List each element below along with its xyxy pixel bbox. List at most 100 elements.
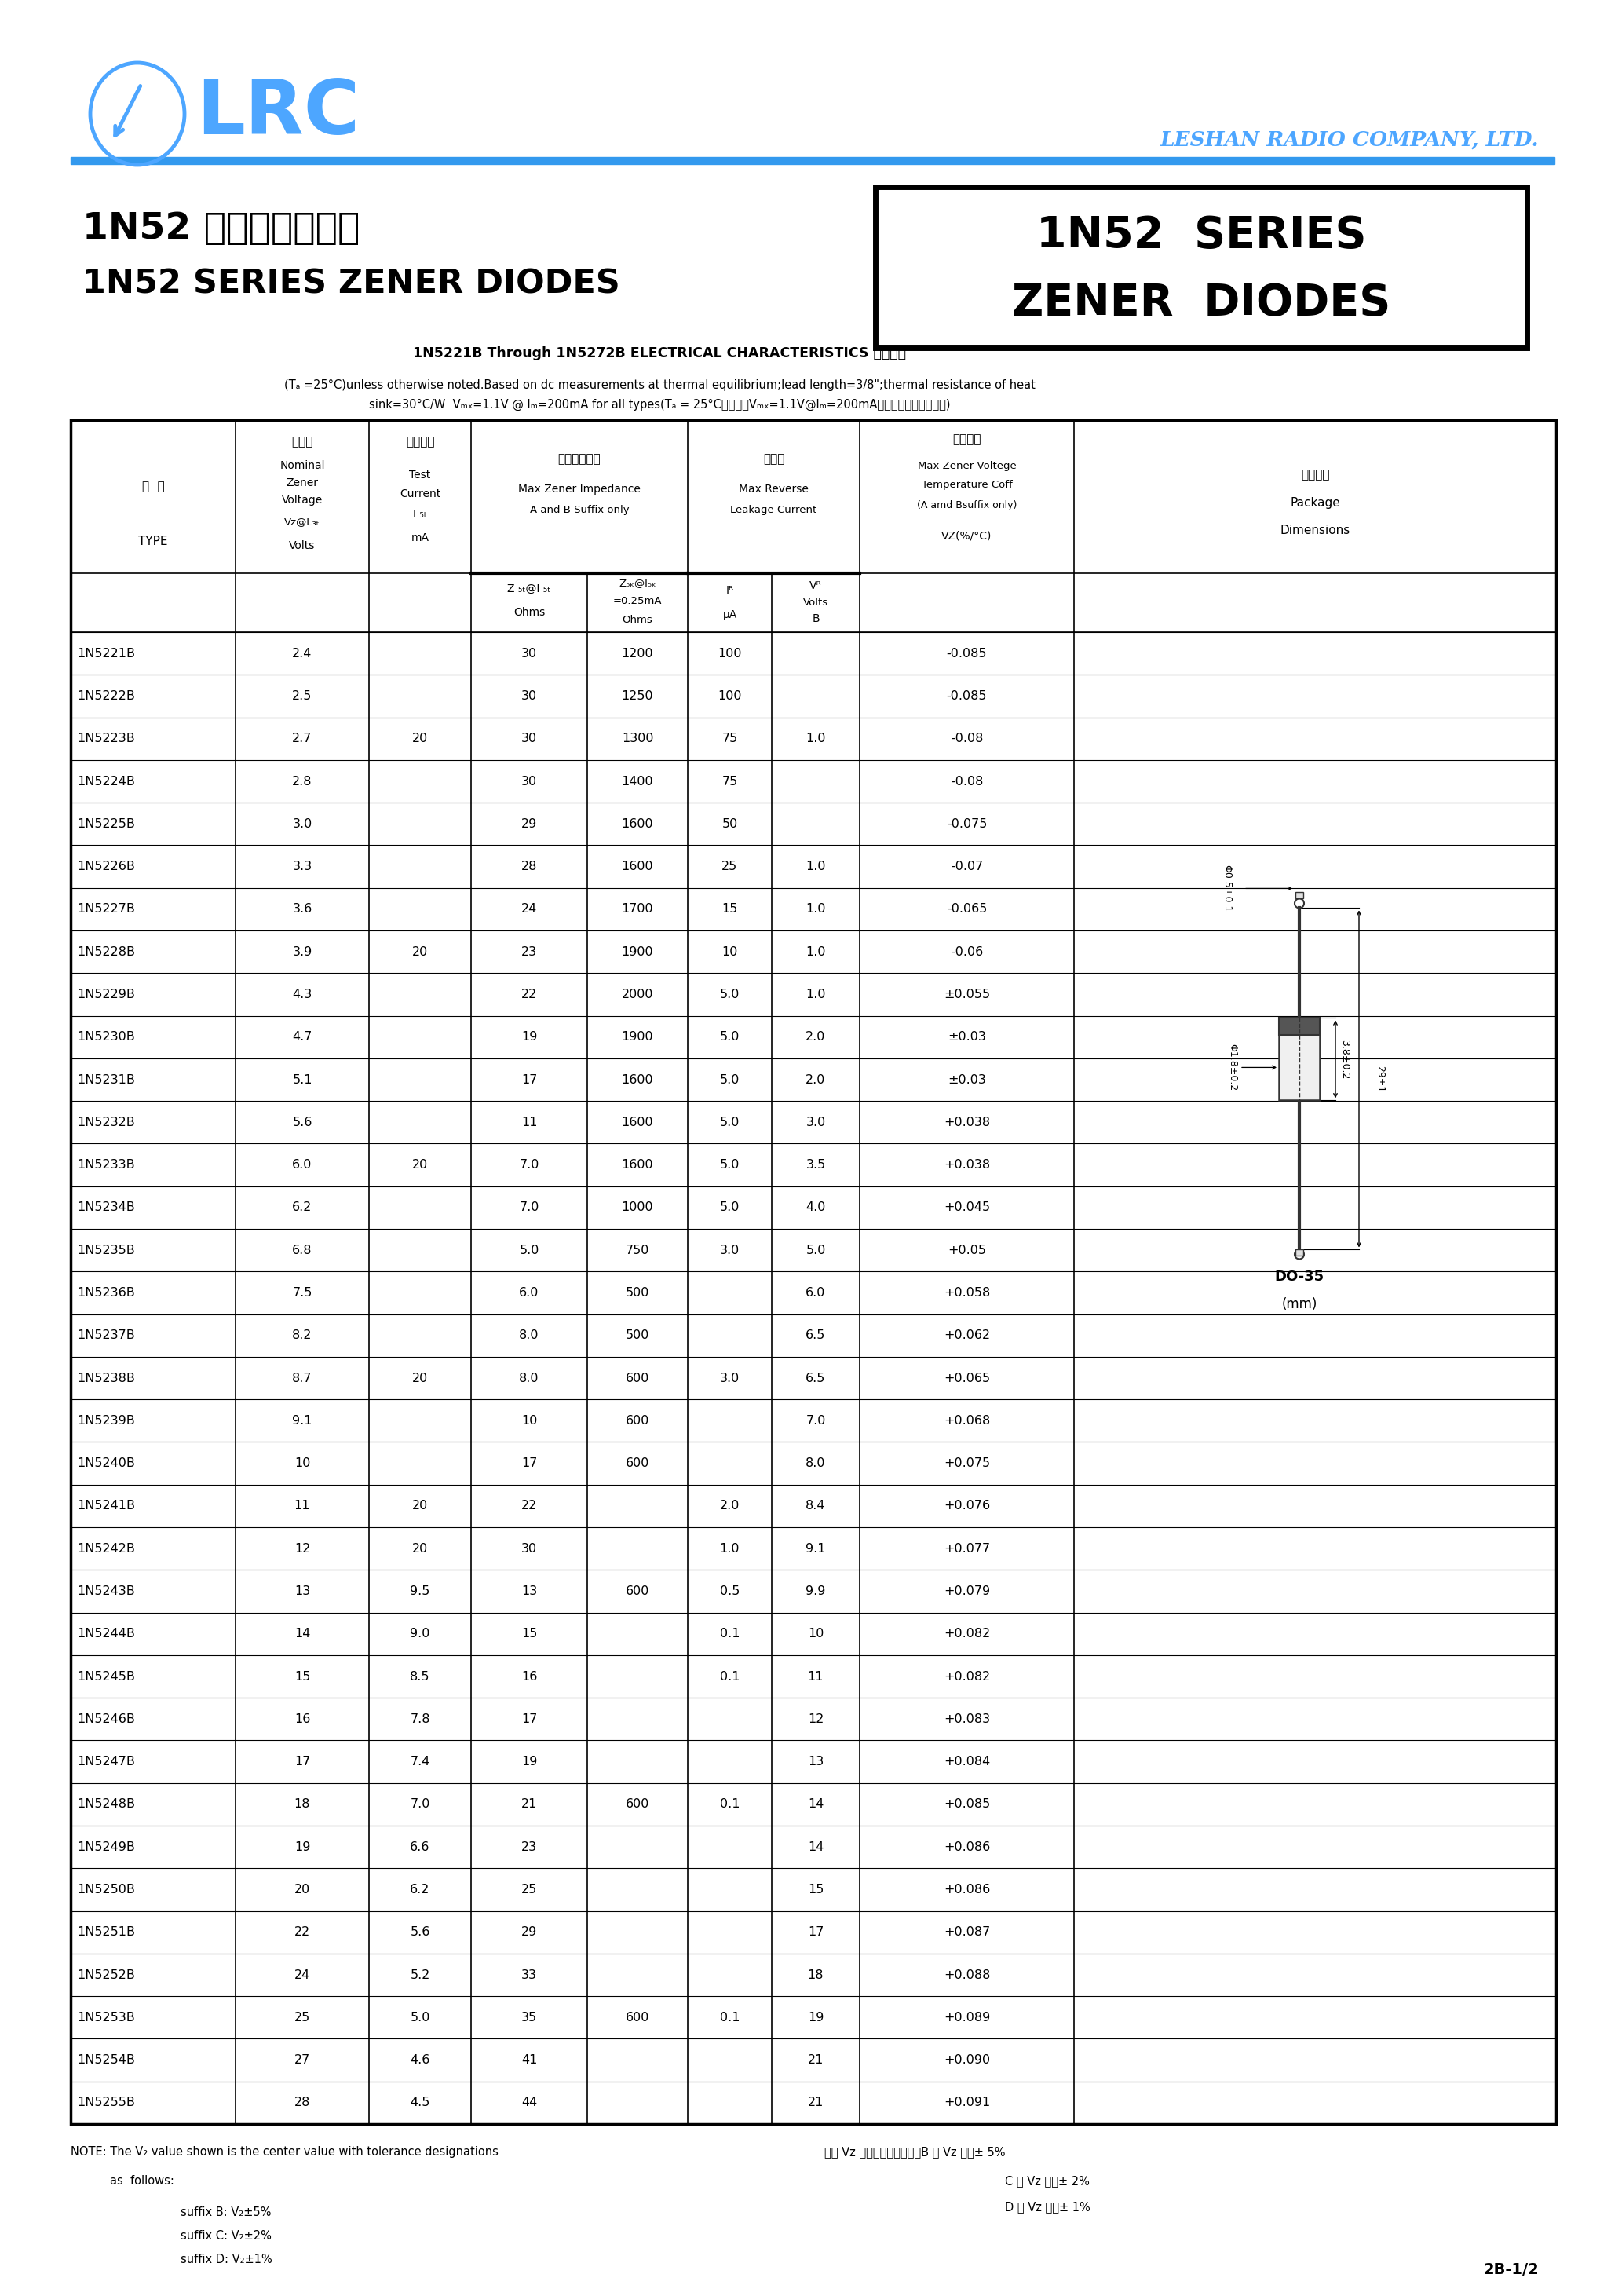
Bar (1278, 1017, 1320, 1100)
Text: 6.0: 6.0 (519, 1288, 539, 1300)
Text: 14: 14 (808, 1798, 824, 1809)
Text: 1600: 1600 (621, 1075, 654, 1086)
Text: +0.083: +0.083 (944, 1713, 989, 1724)
Text: 3.9: 3.9 (292, 946, 311, 957)
Text: 1N5245B: 1N5245B (76, 1671, 135, 1683)
Text: 3.5: 3.5 (806, 1159, 826, 1171)
Text: 25: 25 (521, 1883, 537, 1896)
Text: 9.1: 9.1 (292, 1414, 313, 1426)
Text: 20: 20 (412, 1543, 428, 1554)
Text: 0.5: 0.5 (720, 1584, 740, 1598)
Text: 7.0: 7.0 (519, 1159, 539, 1171)
Text: 25: 25 (294, 2011, 310, 2023)
Text: 1N5233B: 1N5233B (76, 1159, 135, 1171)
Text: 1N5241B: 1N5241B (76, 1499, 135, 1511)
Text: 1250: 1250 (621, 691, 654, 703)
Text: 1N5232B: 1N5232B (76, 1116, 135, 1127)
Text: I ₅ₜ: I ₅ₜ (414, 510, 427, 519)
Text: 6.5: 6.5 (806, 1373, 826, 1384)
Text: 22: 22 (521, 990, 537, 1001)
Text: 3.3: 3.3 (292, 861, 311, 872)
Text: 1N5255B: 1N5255B (76, 2096, 135, 2108)
Text: 1.0: 1.0 (806, 861, 826, 872)
Text: 600: 600 (626, 1414, 649, 1426)
Text: 0.1: 0.1 (720, 1671, 740, 1683)
Text: -0.08: -0.08 (950, 732, 983, 744)
Text: -0.085: -0.085 (947, 691, 988, 703)
Text: 1900: 1900 (621, 946, 654, 957)
Text: 11: 11 (294, 1499, 310, 1511)
Text: 5.0: 5.0 (410, 2011, 430, 2023)
Text: 10: 10 (722, 946, 738, 957)
Text: Dimensions: Dimensions (1280, 523, 1350, 535)
Text: 29: 29 (521, 817, 537, 829)
Text: 50: 50 (722, 817, 738, 829)
Text: 1N52 SERIES ZENER DIODES: 1N52 SERIES ZENER DIODES (83, 269, 620, 301)
Text: Φ0.5±0.1: Φ0.5±0.1 (1221, 866, 1231, 912)
Text: +0.077: +0.077 (944, 1543, 989, 1554)
Bar (1296, 893, 1302, 898)
Text: 1700: 1700 (621, 902, 654, 916)
Text: 1.0: 1.0 (806, 902, 826, 916)
Text: 温度系数: 温度系数 (952, 434, 981, 445)
Text: +0.084: +0.084 (944, 1756, 989, 1768)
Text: 17: 17 (521, 1075, 537, 1086)
Text: 2.5: 2.5 (292, 691, 311, 703)
Text: 0.1: 0.1 (720, 2011, 740, 2023)
Text: 100: 100 (719, 647, 741, 659)
Text: 20: 20 (412, 1159, 428, 1171)
Text: 44: 44 (521, 2096, 537, 2108)
Text: +0.068: +0.068 (944, 1414, 989, 1426)
Text: 1600: 1600 (621, 861, 654, 872)
Text: 17: 17 (521, 1713, 537, 1724)
Text: 2.7: 2.7 (292, 732, 311, 744)
Text: Zener: Zener (285, 478, 318, 489)
Text: 8.4: 8.4 (806, 1499, 826, 1511)
Text: +0.086: +0.086 (944, 1841, 989, 1853)
Text: 2.4: 2.4 (292, 647, 311, 659)
Text: 27: 27 (294, 2055, 310, 2066)
Text: 12: 12 (294, 1543, 310, 1554)
Text: 1N5250B: 1N5250B (76, 1883, 135, 1896)
Text: 23: 23 (521, 946, 537, 957)
Text: TYPE: TYPE (138, 535, 167, 549)
Text: +0.082: +0.082 (944, 1628, 989, 1639)
Text: Voltage: Voltage (282, 494, 323, 505)
Text: 9.1: 9.1 (806, 1543, 826, 1554)
Text: +0.089: +0.089 (944, 2011, 989, 2023)
Text: 20: 20 (412, 732, 428, 744)
Text: 11: 11 (808, 1671, 824, 1683)
Text: Vᴿ: Vᴿ (809, 581, 822, 590)
Text: Leakage Current: Leakage Current (730, 505, 817, 517)
Text: 5.0: 5.0 (720, 1031, 740, 1042)
Text: suffix B: V₂±5%: suffix B: V₂±5% (180, 2206, 271, 2218)
Text: Package: Package (1289, 496, 1340, 507)
Text: 18: 18 (808, 1970, 824, 1981)
Text: 5.0: 5.0 (519, 1244, 539, 1256)
Text: ±0.055: ±0.055 (944, 990, 989, 1001)
Text: -0.06: -0.06 (950, 946, 983, 957)
Text: 7.0: 7.0 (806, 1414, 826, 1426)
Text: -0.085: -0.085 (947, 647, 988, 659)
Text: 1N5227B: 1N5227B (76, 902, 135, 916)
Text: Test: Test (409, 471, 431, 480)
Text: 10: 10 (294, 1458, 310, 1469)
Text: 1N5234B: 1N5234B (76, 1201, 135, 1215)
Text: 30: 30 (521, 691, 537, 703)
Text: 1N5243B: 1N5243B (76, 1584, 135, 1598)
Text: +0.065: +0.065 (944, 1373, 989, 1384)
Text: Z ₅ₜ@I ₅ₜ: Z ₅ₜ@I ₅ₜ (508, 583, 551, 595)
Bar (71, 156, 1554, 163)
Text: 8.0: 8.0 (519, 1329, 539, 1341)
Text: ZENER  DIODES: ZENER DIODES (1012, 282, 1390, 324)
Bar (1278, 1017, 1320, 1035)
Text: 1N5236B: 1N5236B (76, 1288, 135, 1300)
Text: ±0.03: ±0.03 (947, 1031, 986, 1042)
Text: 1N5251B: 1N5251B (76, 1926, 135, 1938)
Text: 20: 20 (412, 1499, 428, 1511)
Text: 8.7: 8.7 (292, 1373, 313, 1384)
Text: 6.8: 6.8 (292, 1244, 313, 1256)
Text: 1N52 系列稳压二极管: 1N52 系列稳压二极管 (83, 211, 360, 248)
Text: 1N5248B: 1N5248B (76, 1798, 135, 1809)
Text: 0.1: 0.1 (720, 1628, 740, 1639)
